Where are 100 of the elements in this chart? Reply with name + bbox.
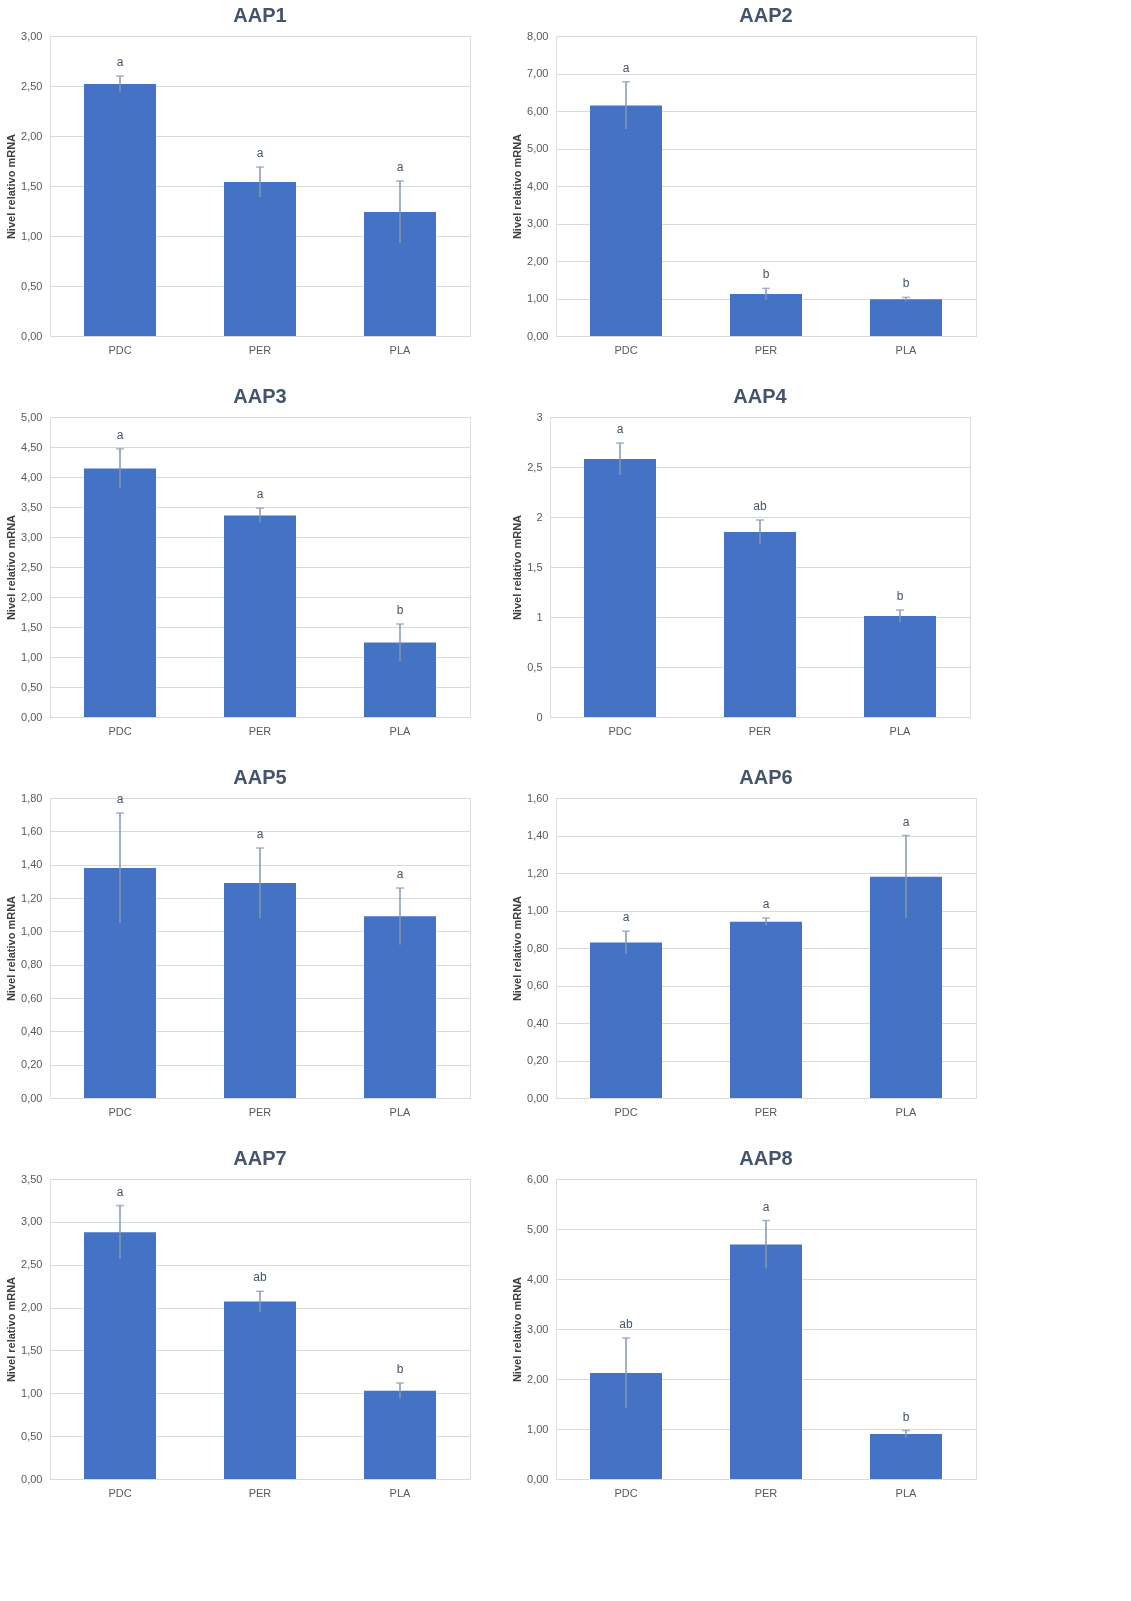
chart-title: AAP2 xyxy=(739,4,793,26)
bar xyxy=(590,942,662,1098)
bar xyxy=(870,299,942,336)
annotation: a xyxy=(116,55,124,69)
chart-title: AAP1 xyxy=(233,4,287,26)
y-tick-label: 2,50 xyxy=(21,1258,43,1271)
y-tick-label: 3,00 xyxy=(527,1322,549,1335)
y-tick-label: 1,00 xyxy=(21,1386,43,1399)
y-axis-title: Nivel relativo mRNA xyxy=(5,133,18,240)
x-tick-label: PLA xyxy=(895,1486,918,1499)
bar xyxy=(84,468,156,717)
bar xyxy=(84,868,156,1098)
y-tick-label: 2,00 xyxy=(21,129,43,142)
y-tick-label: 8,00 xyxy=(527,29,549,42)
bar xyxy=(724,532,796,717)
bar xyxy=(730,294,802,336)
bar xyxy=(224,182,296,336)
y-tick-label: 2,00 xyxy=(527,1372,549,1385)
bar xyxy=(730,1244,802,1479)
bar xyxy=(870,1434,942,1479)
x-tick-label: PDC xyxy=(108,343,132,356)
annotation: a xyxy=(256,827,264,841)
y-tick-label: 2,5 xyxy=(527,460,543,473)
y-axis-title: Nivel relativo mRNA xyxy=(5,895,18,1002)
annotation: a xyxy=(762,1199,770,1214)
bar xyxy=(84,1232,156,1479)
annotation: b xyxy=(896,589,904,603)
y-axis-title: Nivel relativo mRNA xyxy=(511,514,524,621)
x-tick-label: PDC xyxy=(108,724,132,737)
x-tick-label: PER xyxy=(754,1105,778,1118)
y-tick-label: 0,00 xyxy=(21,329,43,342)
chart-title: AAP5 xyxy=(233,766,287,788)
y-tick-label: 1,80 xyxy=(21,791,43,804)
bar xyxy=(870,876,942,1098)
annotation: a xyxy=(902,814,910,829)
y-tick-label: 1,40 xyxy=(21,858,43,871)
bar xyxy=(864,616,936,717)
x-tick-label: PLA xyxy=(895,1105,918,1118)
x-tick-label: PDC xyxy=(608,724,632,737)
chart-title: AAP4 xyxy=(733,385,788,407)
y-tick-label: 0,80 xyxy=(21,958,43,971)
annotation: b xyxy=(396,603,404,617)
y-tick-label: 4,00 xyxy=(527,179,549,192)
y-tick-label: 0 xyxy=(536,710,543,723)
y-tick-label: 3,00 xyxy=(21,530,43,543)
y-axis-title: Nivel relativo mRNA xyxy=(5,514,18,621)
chart-title: AAP3 xyxy=(233,385,287,407)
y-tick-label: 1,60 xyxy=(527,791,549,804)
y-tick-label: 0,5 xyxy=(527,660,543,673)
y-tick-label: 0,00 xyxy=(21,1472,43,1485)
y-tick-label: 0,60 xyxy=(527,979,549,991)
y-tick-label: 3,00 xyxy=(21,1215,43,1228)
y-tick-label: 0,50 xyxy=(21,279,43,292)
y-tick-label: 2,50 xyxy=(21,79,43,92)
x-tick-label: PER xyxy=(248,343,272,356)
x-tick-label: PDC xyxy=(614,343,638,356)
annotation: a xyxy=(396,160,404,174)
bar xyxy=(730,921,802,1098)
chart-title: AAP7 xyxy=(233,1147,287,1169)
annotation: ab xyxy=(253,1270,267,1285)
x-tick-label: PER xyxy=(248,1486,272,1499)
x-tick-label: PER xyxy=(248,724,272,737)
y-axis-title: Nivel relativo mRNA xyxy=(511,1276,524,1383)
annotation: a xyxy=(256,146,264,160)
x-tick-label: PDC xyxy=(108,1486,132,1499)
y-tick-label: 1,20 xyxy=(21,891,43,904)
y-tick-label: 4,00 xyxy=(21,470,43,483)
x-tick-label: PER xyxy=(754,343,778,356)
chart-title: AAP6 xyxy=(739,766,793,788)
x-tick-label: PER xyxy=(248,1105,272,1118)
bar xyxy=(224,515,296,717)
bar xyxy=(364,1390,436,1479)
bar xyxy=(590,1373,662,1479)
annotation: b xyxy=(902,1409,910,1424)
y-tick-label: 0,00 xyxy=(527,329,549,342)
y-tick-label: 2,50 xyxy=(21,560,43,573)
y-tick-label: 2,00 xyxy=(21,1301,43,1314)
x-tick-label: PER xyxy=(748,724,772,737)
annotation: a xyxy=(622,910,630,925)
annotation: a xyxy=(116,1184,124,1199)
y-tick-label: 1 xyxy=(536,610,543,623)
y-tick-label: 3 xyxy=(536,410,543,423)
annotation: a xyxy=(616,422,624,436)
bar xyxy=(364,642,436,717)
y-tick-label: 3,00 xyxy=(527,217,549,229)
y-tick-label: 0,20 xyxy=(527,1054,549,1066)
y-tick-label: 2 xyxy=(536,510,543,523)
y-tick-label: 1,40 xyxy=(527,829,549,841)
y-tick-label: 6,00 xyxy=(527,1172,549,1185)
annotation: b xyxy=(902,276,910,291)
y-tick-label: 1,50 xyxy=(21,179,43,192)
y-tick-label: 5,00 xyxy=(527,1222,549,1235)
y-tick-label: 0,50 xyxy=(21,680,43,693)
y-tick-label: 0,60 xyxy=(21,991,43,1004)
annotation: a xyxy=(622,60,630,75)
annotation: a xyxy=(116,427,124,442)
y-tick-label: 1,00 xyxy=(21,650,43,663)
x-tick-label: PLA xyxy=(389,724,412,737)
y-tick-label: 3,50 xyxy=(21,1172,43,1185)
y-tick-label: 5,00 xyxy=(21,410,43,423)
